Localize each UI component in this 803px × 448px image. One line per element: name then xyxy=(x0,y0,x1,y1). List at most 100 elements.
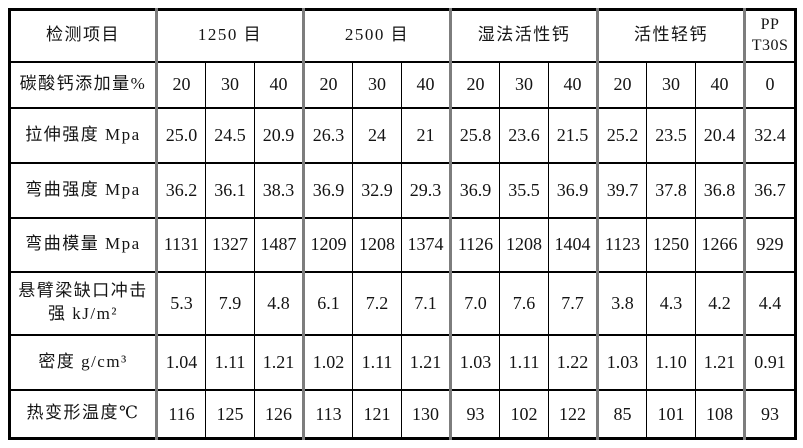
value-cell: 126 xyxy=(254,388,304,440)
row-label: 悬臂梁缺口冲击 强 kJ/m² xyxy=(9,270,157,336)
row-label: 弯曲模量 Mpa xyxy=(9,216,157,273)
value-cell: 7.6 xyxy=(499,270,549,336)
value-cell: 25.0 xyxy=(155,106,206,164)
value-cell: 36.7 xyxy=(743,161,797,219)
value-cell: 23.6 xyxy=(499,106,549,164)
table-row-density: 密度 g/cm³ 1.04 1.11 1.21 1.02 1.11 1.21 1… xyxy=(9,333,797,391)
row-label: 弯曲强度 Mpa xyxy=(9,161,157,219)
value-cell: 37.8 xyxy=(646,161,697,219)
value-cell: 20.4 xyxy=(695,106,746,164)
value-cell: 6.1 xyxy=(302,270,353,336)
value-cell: 30 xyxy=(499,60,549,109)
value-cell: 7.1 xyxy=(401,270,451,336)
value-cell: 5.3 xyxy=(155,270,206,336)
value-cell: 24 xyxy=(352,106,402,164)
header-cell-activated-light-calcium: 活性轻钙 xyxy=(596,8,746,63)
value-cell: 7.9 xyxy=(205,270,255,336)
value-cell: 1.21 xyxy=(254,333,304,391)
value-cell: 929 xyxy=(743,216,797,273)
value-cell: 1.04 xyxy=(155,333,206,391)
value-cell: 1209 xyxy=(302,216,353,273)
row-label: 拉伸强度 Mpa xyxy=(9,106,157,164)
value-cell: 122 xyxy=(547,388,599,440)
value-cell: 0 xyxy=(743,60,797,109)
value-cell: 23.5 xyxy=(646,106,697,164)
value-cell: 1.11 xyxy=(205,333,255,391)
value-cell: 30 xyxy=(646,60,697,109)
table-row-flexural-modulus: 弯曲模量 Mpa 1131 1327 1487 1209 1208 1374 1… xyxy=(9,216,797,273)
header-cell-test-item: 检测项目 xyxy=(9,8,157,63)
table-row-dosage: 碳酸钙添加量% 20 30 40 20 30 40 20 30 40 20 30… xyxy=(9,60,797,109)
value-cell: 7.2 xyxy=(352,270,402,336)
table-row-flexural-strength: 弯曲强度 Mpa 36.2 36.1 38.3 36.9 32.9 29.3 3… xyxy=(9,161,797,219)
value-cell: 113 xyxy=(302,388,353,440)
value-cell: 20.9 xyxy=(254,106,304,164)
value-cell: 1208 xyxy=(499,216,549,273)
value-cell: 29.3 xyxy=(401,161,451,219)
value-cell: 1.22 xyxy=(547,333,599,391)
value-cell: 93 xyxy=(449,388,500,440)
value-cell: 40 xyxy=(401,60,451,109)
value-cell: 0.91 xyxy=(743,333,797,391)
value-cell: 1123 xyxy=(596,216,648,273)
value-cell: 36.9 xyxy=(302,161,353,219)
header-cell-2500-mesh: 2500 目 xyxy=(302,8,451,63)
value-cell: 1404 xyxy=(547,216,599,273)
value-cell: 121 xyxy=(352,388,402,440)
value-cell: 101 xyxy=(646,388,697,440)
table-row-tensile-strength: 拉伸强度 Mpa 25.0 24.5 20.9 26.3 24 21 25.8 … xyxy=(9,106,797,164)
row-label: 碳酸钙添加量% xyxy=(9,60,157,109)
value-cell: 20 xyxy=(155,60,206,109)
value-cell: 36.9 xyxy=(547,161,599,219)
value-cell: 20 xyxy=(302,60,353,109)
value-cell: 24.5 xyxy=(205,106,255,164)
value-cell: 36.1 xyxy=(205,161,255,219)
value-cell: 4.3 xyxy=(646,270,697,336)
value-cell: 25.2 xyxy=(596,106,648,164)
value-cell: 116 xyxy=(155,388,206,440)
value-cell: 1327 xyxy=(205,216,255,273)
value-cell: 4.8 xyxy=(254,270,304,336)
value-cell: 21.5 xyxy=(547,106,599,164)
value-cell: 1208 xyxy=(352,216,402,273)
value-cell: 38.3 xyxy=(254,161,304,219)
value-cell: 1266 xyxy=(695,216,746,273)
value-cell: 1250 xyxy=(646,216,697,273)
value-cell: 1.10 xyxy=(646,333,697,391)
value-cell: 35.5 xyxy=(499,161,549,219)
value-cell: 1374 xyxy=(401,216,451,273)
value-cell: 1.02 xyxy=(302,333,353,391)
value-cell: 25.8 xyxy=(449,106,500,164)
value-cell: 85 xyxy=(596,388,648,440)
value-cell: 7.7 xyxy=(547,270,599,336)
header-cell-wet-activated-calcium: 湿法活性钙 xyxy=(448,8,599,63)
value-cell: 4.4 xyxy=(743,270,797,336)
value-cell: 20 xyxy=(449,60,500,109)
table-row-izod-impact: 悬臂梁缺口冲击 强 kJ/m² 5.3 7.9 4.8 6.1 7.2 7.1 … xyxy=(9,270,797,336)
value-cell: 1.11 xyxy=(499,333,549,391)
table-row-heat-deflection-temp: 热变形温度℃ 116 125 126 113 121 130 93 102 12… xyxy=(9,388,797,440)
value-cell: 1.21 xyxy=(695,333,746,391)
row-label: 密度 g/cm³ xyxy=(9,333,157,391)
value-cell: 20 xyxy=(596,60,648,109)
value-cell: 21 xyxy=(401,106,451,164)
value-cell: 36.2 xyxy=(155,161,206,219)
value-cell: 130 xyxy=(401,388,451,440)
value-cell: 40 xyxy=(547,60,599,109)
value-cell: 1131 xyxy=(155,216,206,273)
test-results-table: 检测项目 1250 目 2500 目 湿法活性钙 活性轻钙 PP T30S 碳酸… xyxy=(8,8,798,440)
value-cell: 1.03 xyxy=(449,333,500,391)
value-cell: 108 xyxy=(695,388,746,440)
value-cell: 93 xyxy=(743,388,797,440)
row-label: 热变形温度℃ xyxy=(9,388,157,440)
value-cell: 26.3 xyxy=(302,106,353,164)
value-cell: 4.2 xyxy=(695,270,746,336)
value-cell: 125 xyxy=(205,388,255,440)
value-cell: 40 xyxy=(254,60,304,109)
value-cell: 30 xyxy=(205,60,255,109)
value-cell: 1.03 xyxy=(596,333,648,391)
value-cell: 40 xyxy=(695,60,746,109)
value-cell: 1.21 xyxy=(401,333,451,391)
header-cell-pp-t30s: PP T30S xyxy=(743,8,797,63)
